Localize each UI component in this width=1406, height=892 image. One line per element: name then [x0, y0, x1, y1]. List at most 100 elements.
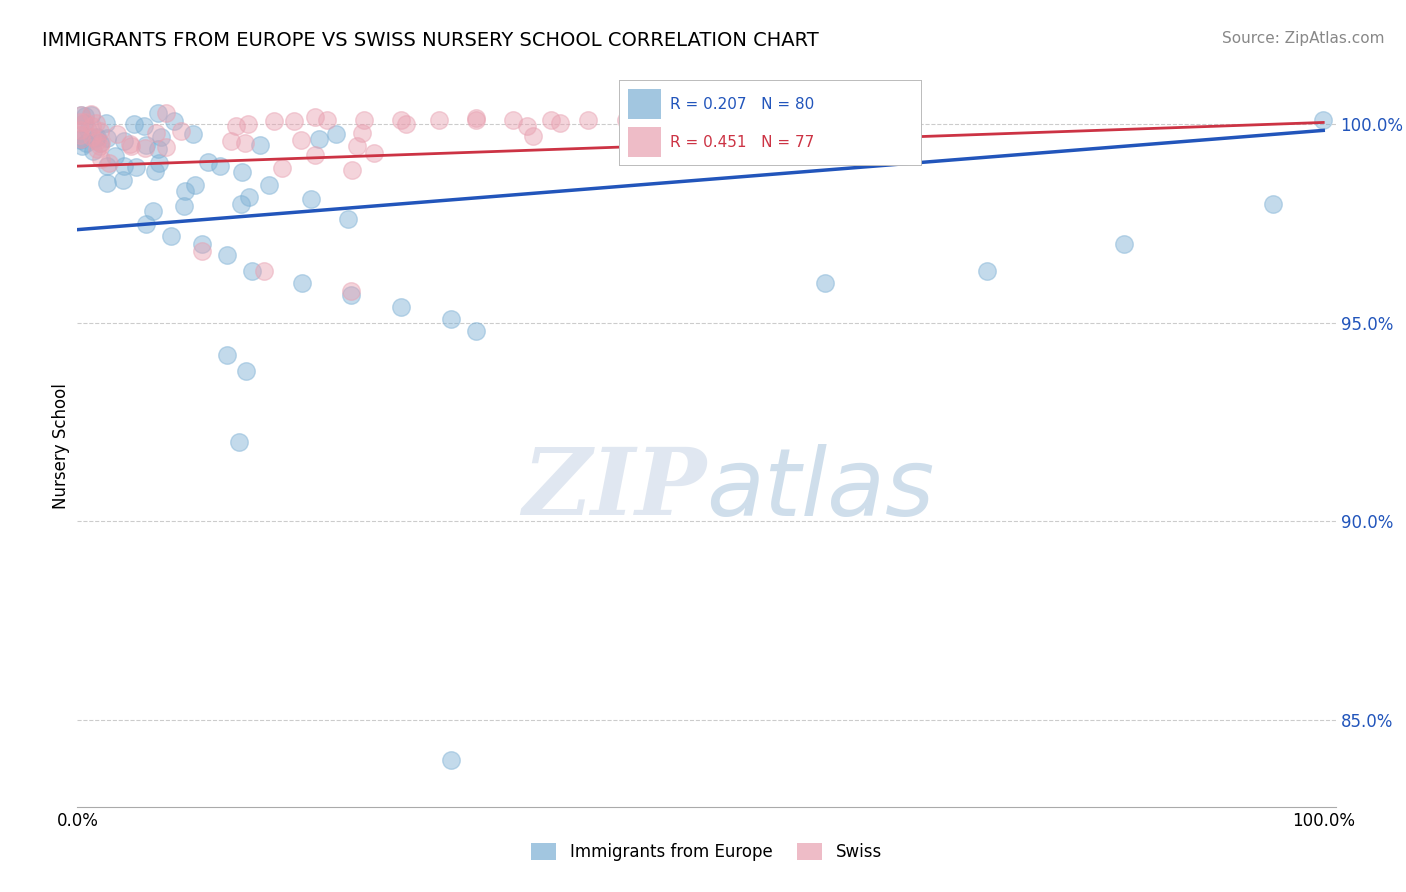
- Point: [225, 119, 247, 133]
- Point: [120, 136, 142, 151]
- Point: [233, 136, 256, 151]
- Point: [148, 155, 170, 169]
- Point: [363, 146, 385, 161]
- Point: [502, 113, 524, 128]
- Point: [120, 138, 142, 153]
- Point: [1312, 113, 1334, 128]
- Point: [112, 134, 135, 148]
- Point: [149, 129, 172, 144]
- Point: [170, 124, 193, 138]
- Point: [814, 277, 837, 291]
- Point: [651, 113, 673, 128]
- Point: [215, 348, 238, 362]
- Point: [838, 113, 860, 128]
- Point: [325, 127, 347, 141]
- Point: [353, 113, 375, 128]
- Point: [173, 199, 195, 213]
- Point: [89, 124, 111, 138]
- Point: [751, 113, 773, 128]
- Legend: Immigrants from Europe, Swiss: Immigrants from Europe, Swiss: [524, 836, 889, 868]
- Point: [98, 156, 121, 170]
- Point: [72, 139, 94, 153]
- Point: [340, 288, 363, 302]
- Point: [249, 138, 271, 153]
- Point: [291, 277, 314, 291]
- Point: [238, 117, 260, 131]
- Point: [515, 119, 537, 133]
- Point: [104, 149, 127, 163]
- Point: [208, 159, 231, 173]
- Point: [69, 132, 91, 146]
- Point: [270, 161, 292, 175]
- Point: [80, 108, 103, 122]
- Point: [96, 130, 118, 145]
- Point: [159, 228, 181, 243]
- Point: [135, 138, 157, 153]
- Point: [94, 116, 117, 130]
- Point: [231, 165, 253, 179]
- Point: [814, 113, 837, 128]
- Point: [215, 248, 238, 262]
- Text: IMMIGRANTS FROM EUROPE VS SWISS NURSERY SCHOOL CORRELATION CHART: IMMIGRANTS FROM EUROPE VS SWISS NURSERY …: [42, 31, 818, 50]
- Bar: [627, 127, 661, 157]
- Bar: [627, 89, 661, 120]
- Point: [191, 244, 214, 259]
- Point: [976, 264, 998, 278]
- Point: [465, 324, 488, 338]
- Point: [235, 363, 257, 377]
- Point: [134, 119, 156, 133]
- Point: [340, 284, 363, 298]
- Text: ZIP: ZIP: [522, 444, 707, 534]
- Point: [337, 211, 360, 226]
- Point: [143, 164, 166, 178]
- Point: [229, 197, 252, 211]
- Point: [315, 113, 337, 128]
- Point: [75, 109, 97, 123]
- Y-axis label: Nursery School: Nursery School: [52, 383, 70, 509]
- Point: [80, 130, 103, 145]
- Point: [145, 126, 167, 140]
- Point: [69, 115, 91, 129]
- Text: R = 0.451   N = 77: R = 0.451 N = 77: [671, 135, 814, 150]
- Point: [69, 108, 91, 122]
- Point: [440, 753, 463, 767]
- Text: R = 0.207   N = 80: R = 0.207 N = 80: [671, 96, 814, 112]
- Point: [427, 113, 450, 128]
- Point: [257, 178, 280, 193]
- Point: [184, 178, 207, 193]
- Point: [69, 132, 91, 146]
- Point: [73, 116, 96, 130]
- Point: [69, 133, 91, 147]
- Point: [112, 173, 135, 187]
- Point: [183, 127, 205, 141]
- Point: [228, 435, 250, 450]
- Point: [389, 113, 412, 128]
- Point: [86, 130, 108, 145]
- Point: [70, 108, 93, 122]
- Point: [308, 131, 330, 145]
- Point: [394, 116, 416, 130]
- Point: [1112, 236, 1135, 251]
- Point: [727, 113, 749, 128]
- Point: [105, 128, 128, 142]
- Text: Source: ZipAtlas.com: Source: ZipAtlas.com: [1222, 31, 1385, 46]
- Point: [238, 190, 260, 204]
- Point: [122, 117, 145, 131]
- Point: [69, 128, 91, 143]
- Point: [191, 236, 214, 251]
- Point: [89, 139, 111, 153]
- Point: [75, 136, 97, 151]
- Point: [440, 312, 463, 326]
- Point: [84, 130, 107, 145]
- Point: [76, 123, 98, 137]
- Point: [75, 115, 97, 129]
- Point: [125, 160, 148, 174]
- Point: [148, 142, 170, 156]
- Point: [614, 113, 637, 128]
- Point: [82, 120, 104, 134]
- Point: [80, 106, 103, 120]
- Point: [135, 217, 157, 231]
- Text: atlas: atlas: [707, 444, 935, 535]
- Point: [86, 134, 108, 148]
- Point: [96, 176, 118, 190]
